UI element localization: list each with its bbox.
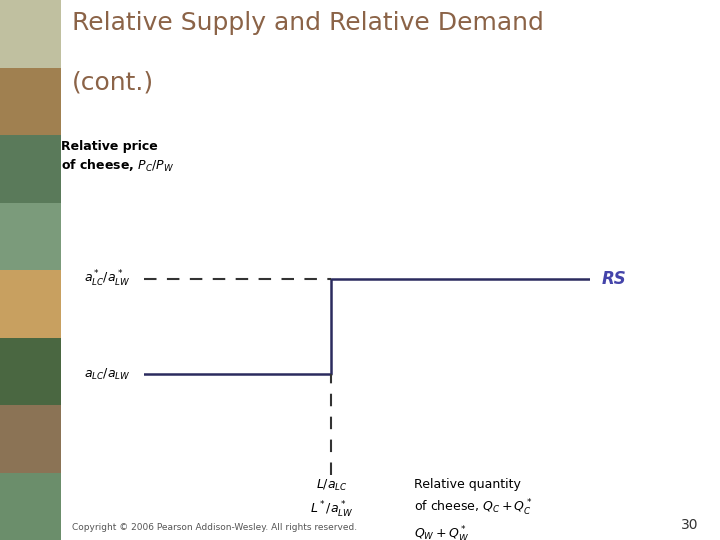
Bar (0, 202, 61, 270)
Text: $a_{LC}/a_{LW}$: $a_{LC}/a_{LW}$ (84, 367, 130, 382)
Text: $L/a_{LC}$: $L/a_{LC}$ (315, 478, 347, 493)
Text: Relative Supply and Relative Demand: Relative Supply and Relative Demand (72, 11, 544, 35)
Text: Relative quantity
of cheese, $Q_C + Q^*_C$
$Q_W + Q^*_W$: Relative quantity of cheese, $Q_C + Q^*_… (414, 478, 533, 540)
Bar (0, 405, 61, 472)
Text: $L^*/a^*_{LW}$: $L^*/a^*_{LW}$ (310, 500, 354, 519)
Text: RS: RS (602, 269, 626, 288)
Text: 30: 30 (681, 518, 698, 532)
Bar (0, 270, 61, 338)
Bar (0, 135, 61, 202)
Bar (0, 472, 61, 540)
Bar (0, 338, 61, 405)
Text: (cont.): (cont.) (72, 70, 154, 94)
Text: $a^*_{LC}/a^*_{LW}$: $a^*_{LC}/a^*_{LW}$ (84, 268, 130, 289)
Bar (0, 0, 61, 68)
Bar (0, 68, 61, 135)
Text: Copyright © 2006 Pearson Addison-Wesley. All rights reserved.: Copyright © 2006 Pearson Addison-Wesley.… (72, 523, 357, 532)
Text: Relative price
of cheese, $\mathit{P_C/P_W}$: Relative price of cheese, $\mathit{P_C/P… (61, 140, 174, 174)
